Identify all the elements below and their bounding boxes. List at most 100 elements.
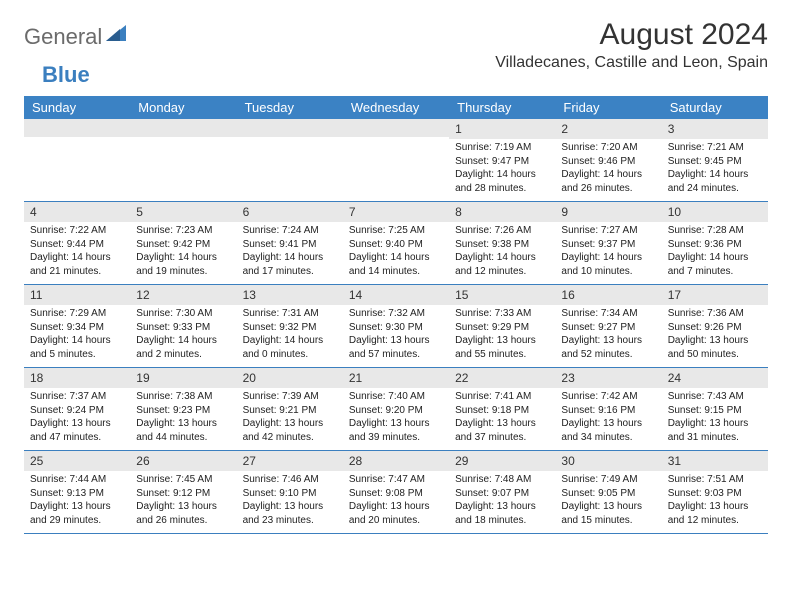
day-number: 9 <box>555 202 661 222</box>
calendar-cell: 6Sunrise: 7:24 AMSunset: 9:41 PMDaylight… <box>237 202 343 284</box>
daylight-line: Daylight: 13 hours and 52 minutes. <box>561 334 655 361</box>
daylight-line: Daylight: 13 hours and 18 minutes. <box>455 500 549 527</box>
calendar-cell: 20Sunrise: 7:39 AMSunset: 9:21 PMDayligh… <box>237 368 343 450</box>
calendar-row: 25Sunrise: 7:44 AMSunset: 9:13 PMDayligh… <box>24 451 768 534</box>
calendar-cell: 18Sunrise: 7:37 AMSunset: 9:24 PMDayligh… <box>24 368 130 450</box>
day-number: 23 <box>555 368 661 388</box>
day-number: 28 <box>343 451 449 471</box>
title-block: August 2024 Villadecanes, Castille and L… <box>495 18 768 72</box>
weekday-header: Thursday <box>449 96 555 119</box>
day-details: Sunrise: 7:39 AMSunset: 9:21 PMDaylight:… <box>237 388 343 448</box>
calendar-cell: 17Sunrise: 7:36 AMSunset: 9:26 PMDayligh… <box>662 285 768 367</box>
day-details: Sunrise: 7:20 AMSunset: 9:46 PMDaylight:… <box>555 139 661 199</box>
daylight-line: Daylight: 13 hours and 34 minutes. <box>561 417 655 444</box>
day-details: Sunrise: 7:44 AMSunset: 9:13 PMDaylight:… <box>24 471 130 531</box>
calendar-cell: 15Sunrise: 7:33 AMSunset: 9:29 PMDayligh… <box>449 285 555 367</box>
daylight-line: Daylight: 14 hours and 14 minutes. <box>349 251 443 278</box>
day-details: Sunrise: 7:22 AMSunset: 9:44 PMDaylight:… <box>24 222 130 282</box>
day-number: 1 <box>449 119 555 139</box>
calendar-cell: 29Sunrise: 7:48 AMSunset: 9:07 PMDayligh… <box>449 451 555 533</box>
sunrise-line: Sunrise: 7:47 AM <box>349 473 443 487</box>
sunset-line: Sunset: 9:13 PM <box>30 487 124 501</box>
day-details: Sunrise: 7:31 AMSunset: 9:32 PMDaylight:… <box>237 305 343 365</box>
location: Villadecanes, Castille and Leon, Spain <box>495 54 768 72</box>
sunrise-line: Sunrise: 7:43 AM <box>668 390 762 404</box>
day-details: Sunrise: 7:25 AMSunset: 9:40 PMDaylight:… <box>343 222 449 282</box>
daylight-line: Daylight: 14 hours and 0 minutes. <box>243 334 337 361</box>
daylight-line: Daylight: 13 hours and 20 minutes. <box>349 500 443 527</box>
day-number <box>237 119 343 137</box>
sunset-line: Sunset: 9:47 PM <box>455 155 549 169</box>
day-number: 25 <box>24 451 130 471</box>
daylight-line: Daylight: 13 hours and 55 minutes. <box>455 334 549 361</box>
sunset-line: Sunset: 9:44 PM <box>30 238 124 252</box>
day-details: Sunrise: 7:38 AMSunset: 9:23 PMDaylight:… <box>130 388 236 448</box>
daylight-line: Daylight: 14 hours and 2 minutes. <box>136 334 230 361</box>
sunset-line: Sunset: 9:18 PM <box>455 404 549 418</box>
sunrise-line: Sunrise: 7:51 AM <box>668 473 762 487</box>
calendar-cell: 23Sunrise: 7:42 AMSunset: 9:16 PMDayligh… <box>555 368 661 450</box>
sunrise-line: Sunrise: 7:46 AM <box>243 473 337 487</box>
sunrise-line: Sunrise: 7:19 AM <box>455 141 549 155</box>
day-number: 15 <box>449 285 555 305</box>
weekday-header: Monday <box>130 96 236 119</box>
day-number <box>24 119 130 137</box>
sunset-line: Sunset: 9:05 PM <box>561 487 655 501</box>
day-details: Sunrise: 7:43 AMSunset: 9:15 PMDaylight:… <box>662 388 768 448</box>
calendar-cell <box>24 119 130 201</box>
sunrise-line: Sunrise: 7:22 AM <box>30 224 124 238</box>
day-number: 31 <box>662 451 768 471</box>
calendar-row: 4Sunrise: 7:22 AMSunset: 9:44 PMDaylight… <box>24 202 768 285</box>
calendar-cell: 19Sunrise: 7:38 AMSunset: 9:23 PMDayligh… <box>130 368 236 450</box>
calendar-cell: 11Sunrise: 7:29 AMSunset: 9:34 PMDayligh… <box>24 285 130 367</box>
day-number: 6 <box>237 202 343 222</box>
day-number: 17 <box>662 285 768 305</box>
calendar-cell: 31Sunrise: 7:51 AMSunset: 9:03 PMDayligh… <box>662 451 768 533</box>
day-number: 2 <box>555 119 661 139</box>
calendar-cell: 14Sunrise: 7:32 AMSunset: 9:30 PMDayligh… <box>343 285 449 367</box>
sunset-line: Sunset: 9:08 PM <box>349 487 443 501</box>
day-details: Sunrise: 7:33 AMSunset: 9:29 PMDaylight:… <box>449 305 555 365</box>
daylight-line: Daylight: 13 hours and 23 minutes. <box>243 500 337 527</box>
calendar-cell <box>237 119 343 201</box>
day-details: Sunrise: 7:48 AMSunset: 9:07 PMDaylight:… <box>449 471 555 531</box>
calendar-cell: 5Sunrise: 7:23 AMSunset: 9:42 PMDaylight… <box>130 202 236 284</box>
sunset-line: Sunset: 9:03 PM <box>668 487 762 501</box>
day-number: 12 <box>130 285 236 305</box>
day-details: Sunrise: 7:46 AMSunset: 9:10 PMDaylight:… <box>237 471 343 531</box>
calendar-row: 18Sunrise: 7:37 AMSunset: 9:24 PMDayligh… <box>24 368 768 451</box>
calendar-cell: 9Sunrise: 7:27 AMSunset: 9:37 PMDaylight… <box>555 202 661 284</box>
day-details: Sunrise: 7:23 AMSunset: 9:42 PMDaylight:… <box>130 222 236 282</box>
calendar-cell <box>343 119 449 201</box>
day-details: Sunrise: 7:19 AMSunset: 9:47 PMDaylight:… <box>449 139 555 199</box>
calendar-header-row: SundayMondayTuesdayWednesdayThursdayFrid… <box>24 96 768 119</box>
sunrise-line: Sunrise: 7:38 AM <box>136 390 230 404</box>
day-details: Sunrise: 7:32 AMSunset: 9:30 PMDaylight:… <box>343 305 449 365</box>
sunset-line: Sunset: 9:10 PM <box>243 487 337 501</box>
sunrise-line: Sunrise: 7:24 AM <box>243 224 337 238</box>
sunrise-line: Sunrise: 7:42 AM <box>561 390 655 404</box>
day-details: Sunrise: 7:45 AMSunset: 9:12 PMDaylight:… <box>130 471 236 531</box>
sunrise-line: Sunrise: 7:21 AM <box>668 141 762 155</box>
calendar-cell: 30Sunrise: 7:49 AMSunset: 9:05 PMDayligh… <box>555 451 661 533</box>
logo-word1: General <box>24 24 102 50</box>
sunset-line: Sunset: 9:15 PM <box>668 404 762 418</box>
sunset-line: Sunset: 9:36 PM <box>668 238 762 252</box>
sunset-line: Sunset: 9:33 PM <box>136 321 230 335</box>
sunset-line: Sunset: 9:23 PM <box>136 404 230 418</box>
day-details: Sunrise: 7:26 AMSunset: 9:38 PMDaylight:… <box>449 222 555 282</box>
day-number: 30 <box>555 451 661 471</box>
sunset-line: Sunset: 9:12 PM <box>136 487 230 501</box>
sunrise-line: Sunrise: 7:39 AM <box>243 390 337 404</box>
weekday-header: Wednesday <box>343 96 449 119</box>
day-number: 11 <box>24 285 130 305</box>
weekday-header: Saturday <box>662 96 768 119</box>
calendar-cell: 8Sunrise: 7:26 AMSunset: 9:38 PMDaylight… <box>449 202 555 284</box>
calendar-row: 1Sunrise: 7:19 AMSunset: 9:47 PMDaylight… <box>24 119 768 202</box>
sunrise-line: Sunrise: 7:41 AM <box>455 390 549 404</box>
calendar-cell: 26Sunrise: 7:45 AMSunset: 9:12 PMDayligh… <box>130 451 236 533</box>
sunset-line: Sunset: 9:37 PM <box>561 238 655 252</box>
day-number: 3 <box>662 119 768 139</box>
day-details: Sunrise: 7:27 AMSunset: 9:37 PMDaylight:… <box>555 222 661 282</box>
logo: General <box>24 18 128 50</box>
